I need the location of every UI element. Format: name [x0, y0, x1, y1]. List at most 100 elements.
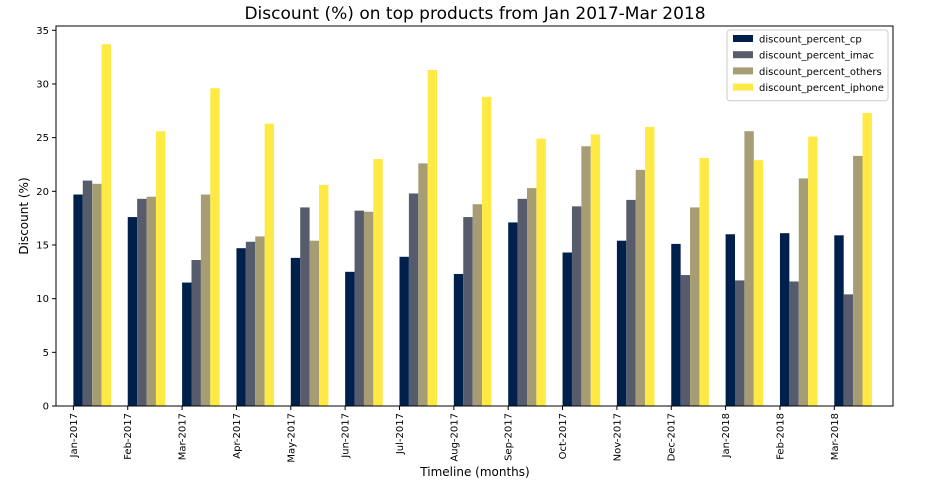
x-tick-label: Sep-2017 — [504, 413, 515, 461]
bar-discount_percent_iphone-Sep-2017 — [536, 138, 546, 406]
bar-discount_percent_iphone-May-2017 — [319, 184, 329, 406]
legend: discount_percent_cp discount_percent_imac… — [726, 29, 889, 102]
bar-discount_percent_others-Aug-2017 — [472, 204, 483, 406]
bar-discount_percent_imac-Jan-2018 — [735, 280, 745, 406]
x-tick-label: May-2017 — [286, 413, 297, 463]
x-tick-label: Nov-2017 — [612, 413, 623, 461]
chart-title: Discount (%) on top products from Jan 20… — [244, 4, 705, 24]
y-tick-label: 30 — [36, 79, 49, 90]
bar-discount_percent_others-Nov-2017 — [635, 169, 646, 406]
bar-discount_percent_imac-Aug-2017 — [463, 217, 473, 406]
bar-discount_percent_iphone-Oct-2017 — [590, 134, 601, 407]
legend-swatch-discount_percent_imac — [733, 51, 753, 59]
y-tick-label: 20 — [36, 187, 49, 198]
bar-discount_percent_imac-May-2017 — [300, 207, 310, 406]
legend-swatch-discount_percent_iphone — [733, 83, 753, 91]
bar-discount_percent_others-Jun-2017 — [363, 211, 374, 406]
x-tick-label: Jul-2017 — [395, 413, 406, 455]
bar-discount_percent_cp-Jun-2017 — [345, 271, 355, 406]
bar-discount_percent_others-Feb-2018 — [798, 178, 809, 406]
legend-label-discount_percent_cp: discount_percent_cp — [759, 35, 862, 46]
x-tick-label: Mar-2017 — [178, 413, 189, 460]
x-tick-label: Feb-2018 — [775, 413, 786, 460]
bar-discount_percent_iphone-Mar-2017 — [210, 88, 220, 406]
bar-discount_percent_iphone-Jun-2017 — [373, 159, 383, 406]
x-tick-label: Dec-2017 — [667, 413, 678, 461]
legend-box — [726, 29, 889, 102]
y-tick-label: 35 — [36, 26, 49, 37]
axes-group: 0 5 10 15 20 25 30 35 Jan-2017 Feb-2017 Mar-2017 Ap… — [36, 25, 894, 463]
bar-discount_percent_cp-Jan-2018 — [725, 234, 735, 406]
bar-discount_percent_others-Mar-2017 — [200, 194, 211, 406]
x-tick-label: Jun-2017 — [341, 413, 352, 459]
bar-discount_percent_iphone-Feb-2018 — [808, 136, 818, 406]
bar-discount_percent_others-Mar-2018 — [853, 155, 863, 406]
y-tick-label: 10 — [36, 294, 49, 305]
bar-discount_percent_imac-Feb-2018 — [789, 281, 799, 406]
legend-label-discount_percent_others: discount_percent_others — [759, 67, 882, 78]
bar-discount_percent_others-Feb-2017 — [146, 196, 156, 406]
x-axis-label: Timeline (months) — [419, 465, 529, 479]
bar-discount_percent_others-Oct-2017 — [581, 146, 591, 407]
y-tick-label: 25 — [36, 133, 49, 144]
legend-label-discount_percent_iphone: discount_percent_iphone — [759, 83, 884, 94]
bar-discount_percent_cp-Nov-2017 — [616, 240, 627, 406]
bar-discount_percent_cp-Sep-2017 — [508, 222, 518, 406]
x-tick-label: Jan-2017 — [69, 413, 80, 458]
bar-discount_percent_others-Dec-2017 — [690, 207, 700, 406]
bar-discount_percent_imac-Mar-2017 — [191, 260, 201, 406]
bar-discount_percent_cp-Feb-2017 — [127, 217, 138, 406]
bar-discount_percent_iphone-Jan-2018 — [753, 160, 764, 406]
x-tick-label: Aug-2017 — [449, 413, 460, 462]
y-tick-label: 5 — [43, 348, 49, 359]
y-tick-label: 0 — [43, 402, 49, 413]
bar-discount_percent_iphone-Nov-2017 — [645, 126, 655, 407]
bar-discount_percent_cp-Apr-2017 — [236, 248, 246, 406]
legend-label-discount_percent_imac: discount_percent_imac — [759, 51, 874, 62]
x-tick-label: Apr-2017 — [232, 413, 243, 459]
legend-swatch-discount_percent_others — [733, 67, 753, 75]
bar-discount_percent_imac-Feb-2017 — [137, 198, 147, 406]
bar-discount_percent_others-Sep-2017 — [527, 188, 537, 406]
plot-frame — [55, 25, 894, 407]
bar-discount_percent_cp-Mar-2018 — [834, 235, 844, 406]
bar-discount_percent_imac-Mar-2018 — [843, 294, 854, 406]
bar-discount_percent_imac-Dec-2017 — [680, 275, 691, 406]
y-tick-label: 15 — [36, 240, 49, 251]
bar-discount_percent_cp-Jan-2017 — [73, 194, 83, 406]
legend-swatch-discount_percent_cp — [733, 35, 753, 42]
bar-discount_percent_others-Apr-2017 — [255, 236, 265, 406]
bar-discount_percent_imac-Oct-2017 — [571, 206, 582, 406]
bar-discount_percent_cp-May-2017 — [290, 257, 301, 406]
bar-discount_percent_cp-Aug-2017 — [453, 273, 464, 406]
bar-discount_percent_iphone-Jul-2017 — [427, 70, 438, 406]
x-tick-label: Oct-2017 — [558, 413, 569, 459]
bar-discount_percent_imac-Apr-2017 — [245, 241, 256, 406]
bar-discount_percent_cp-Mar-2017 — [182, 282, 192, 406]
bar-discount_percent_imac-Jun-2017 — [354, 210, 364, 406]
bar-discount_percent_imac-Nov-2017 — [626, 199, 636, 406]
bar-discount_percent_iphone-Dec-2017 — [699, 158, 709, 406]
bar-discount_percent_cp-Jul-2017 — [399, 256, 409, 406]
bar-discount_percent_others-Jan-2017 — [92, 183, 102, 406]
bar-discount_percent_others-Jul-2017 — [418, 163, 428, 406]
bar-discount_percent_others-Jan-2018 — [744, 131, 754, 406]
bar-discount_percent_iphone-Mar-2018 — [862, 112, 872, 406]
bar-discount_percent_iphone-Aug-2017 — [482, 96, 492, 406]
bar-discount_percent_cp-Feb-2018 — [779, 233, 790, 406]
bar-discount_percent_iphone-Apr-2017 — [264, 123, 275, 407]
bar-discount_percent_others-May-2017 — [309, 240, 319, 406]
bar-discount_percent_imac-Jul-2017 — [408, 193, 419, 406]
x-tick-label: Jan-2018 — [721, 413, 732, 458]
x-tick-label: Mar-2018 — [830, 413, 841, 460]
bar-discount_percent_iphone-Jan-2017 — [101, 44, 111, 406]
bar-discount_percent_cp-Dec-2017 — [671, 243, 681, 406]
bars-group — [73, 44, 872, 407]
bar-discount_percent_imac-Sep-2017 — [517, 198, 527, 406]
x-tick-label: Feb-2017 — [123, 413, 134, 460]
bar-discount_percent_cp-Oct-2017 — [562, 252, 572, 406]
y-axis-label: Discount (%) — [17, 177, 31, 254]
bar-discount_percent_iphone-Feb-2017 — [155, 131, 166, 406]
